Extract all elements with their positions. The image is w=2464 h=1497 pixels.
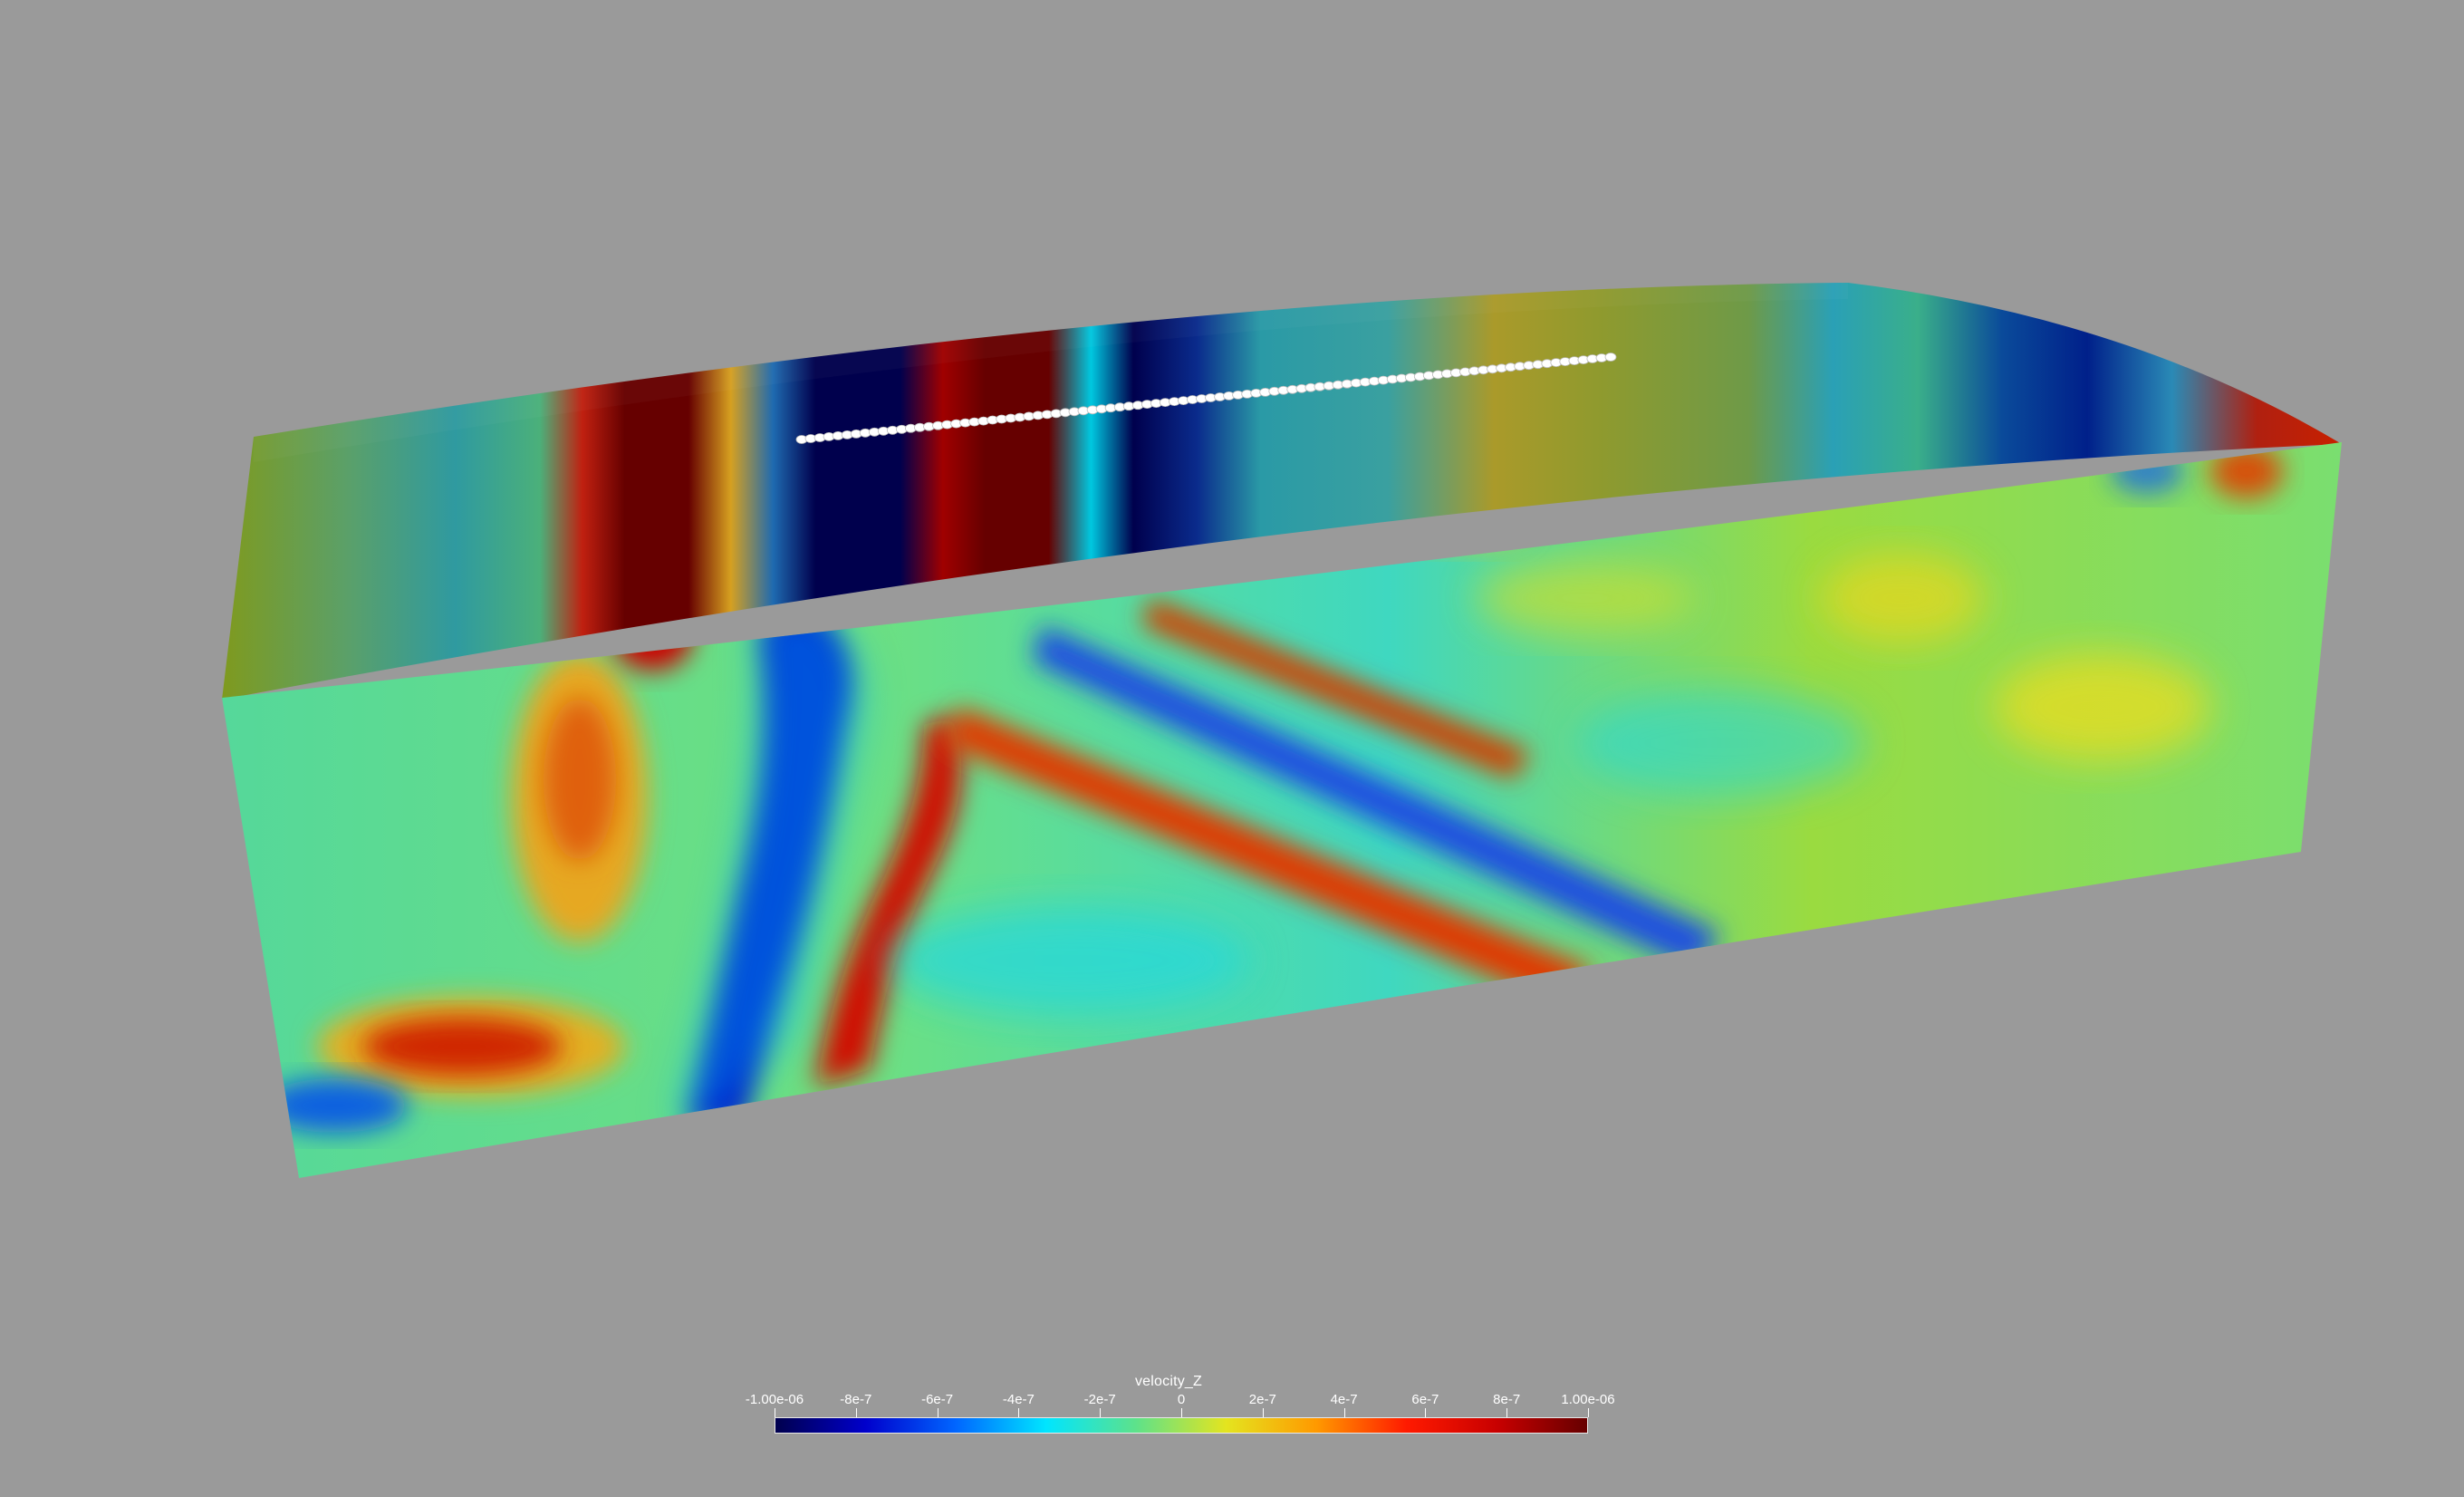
color-bar-tick-mark <box>1588 1408 1589 1417</box>
color-bar-gradient <box>775 1417 1588 1434</box>
color-bar-tick-mark <box>1018 1408 1020 1417</box>
color-bar-tick-label: -6e-7 <box>921 1392 954 1407</box>
color-bar-tick-label: -4e-7 <box>1002 1392 1035 1407</box>
receiver-point <box>1604 353 1617 362</box>
color-bar-title: velocity_Z <box>1134 1374 1203 1389</box>
color-bar-tick-label: -2e-7 <box>1083 1392 1116 1407</box>
color-bar-legend: velocity_Z -1.00e-06 -8e-7 -6e-7 -4e-7 -2e-7… <box>743 1374 1615 1446</box>
top-face <box>222 283 2342 700</box>
receiver-line <box>795 353 1617 444</box>
color-bar-tick-label: 2e-7 <box>1248 1392 1276 1407</box>
color-bar-tick-mark <box>1343 1408 1345 1417</box>
color-bar-tick-mark <box>1425 1408 1427 1417</box>
color-bar-tick-label: 1.00e-06 <box>1561 1392 1615 1407</box>
color-bar-tick-label: -1.00e-06 <box>745 1392 804 1407</box>
color-bar-tick-label: 4e-7 <box>1330 1392 1358 1407</box>
color-bar-tick-label: 8e-7 <box>1493 1392 1521 1407</box>
color-bar-tick-mark <box>1506 1408 1508 1417</box>
color-bar-tick-label: 0 <box>1177 1392 1186 1407</box>
color-bar-tick-mark <box>1181 1408 1182 1417</box>
color-bar-ticks: -1.00e-06 -8e-7 -6e-7 -4e-7 -2e-7 0 2e-7 4e-7 6e… <box>743 1392 1615 1417</box>
color-bar-tick-label: 6e-7 <box>1411 1392 1439 1407</box>
color-bar-tick-mark <box>855 1408 857 1417</box>
front-face <box>222 442 2342 1178</box>
color-bar-tick-label: -8e-7 <box>840 1392 872 1407</box>
color-bar-tick-mark <box>1100 1408 1102 1417</box>
color-bar-tick-mark <box>1262 1408 1264 1417</box>
